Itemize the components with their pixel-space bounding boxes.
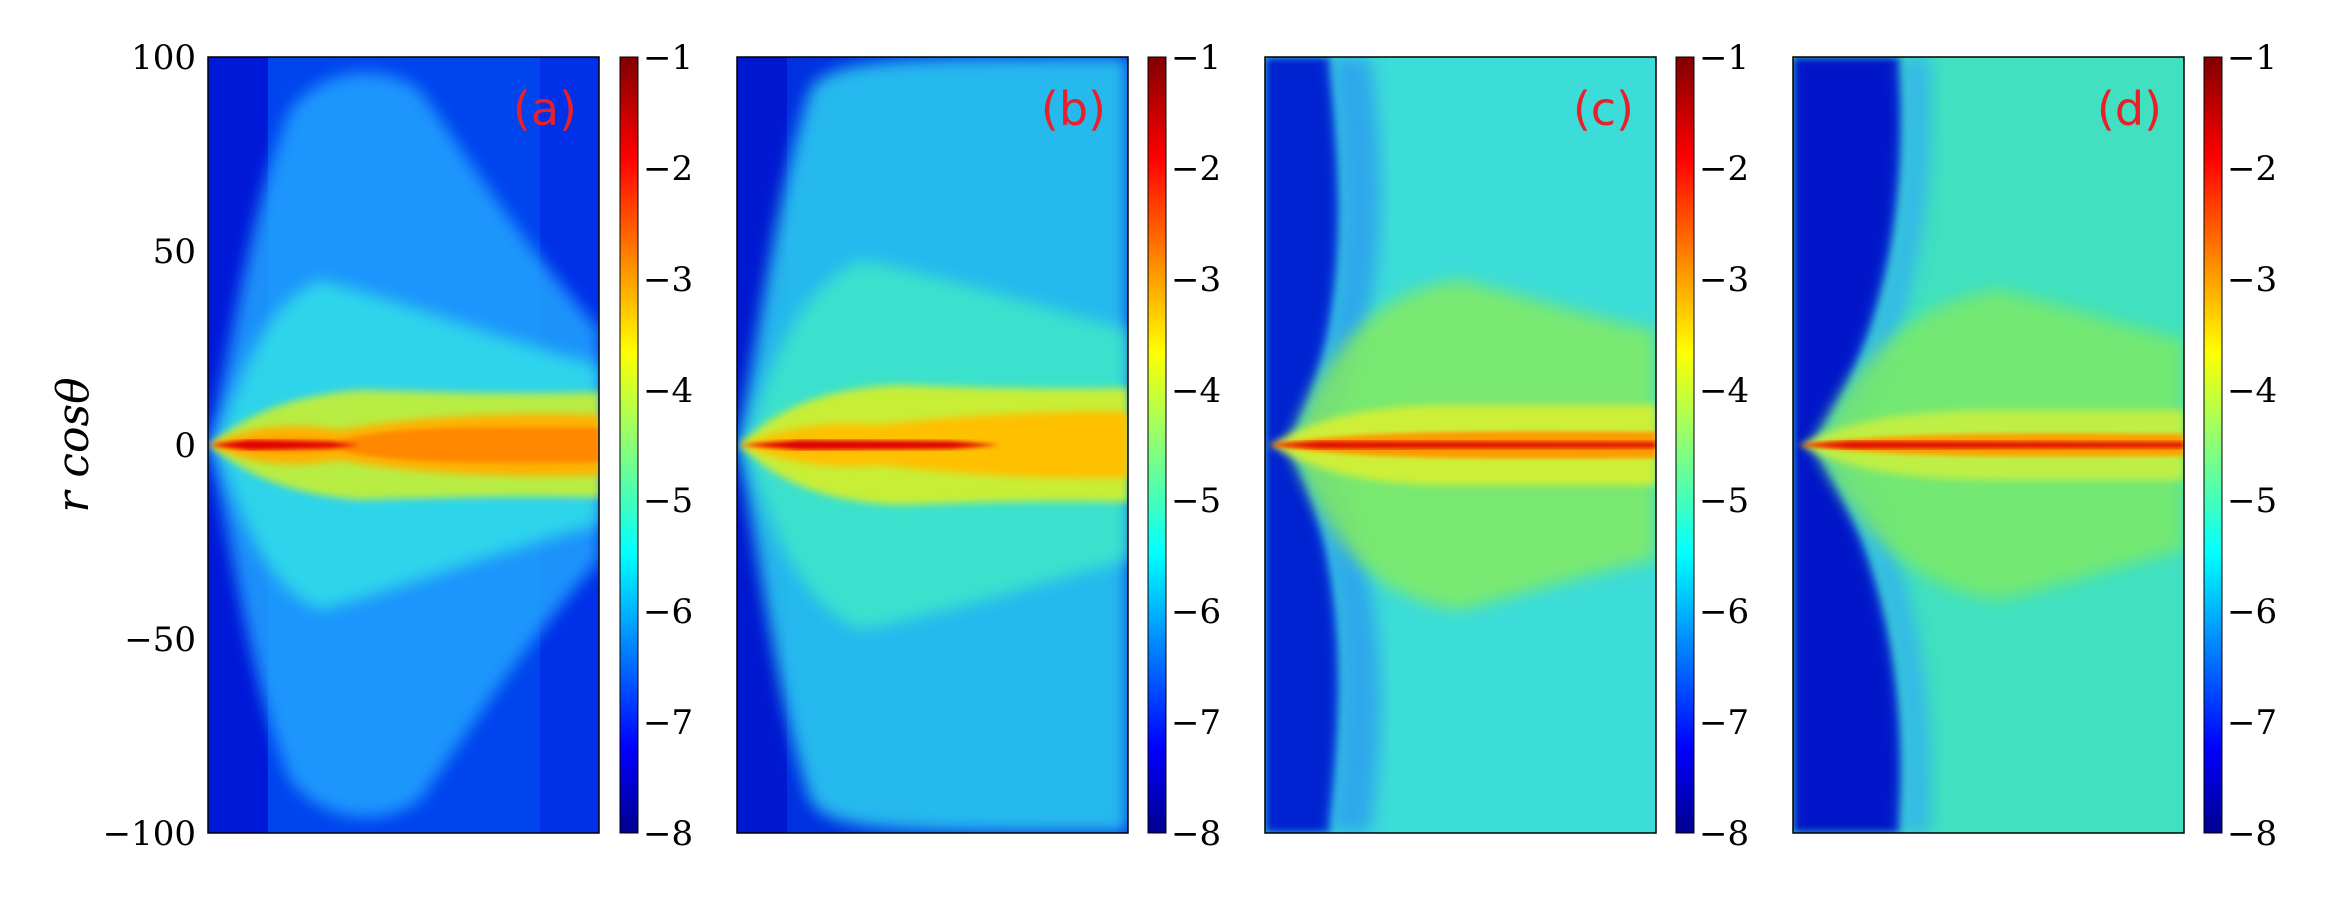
colorbar-tick-label: −3	[1171, 260, 1221, 300]
y-tick-label: −50	[124, 620, 196, 660]
panel-b: (b) −1 −2 −3 −4 −5 −6 −7 −8	[736, 38, 1221, 854]
colorbar-a	[619, 56, 639, 834]
colorbar-tick-label: −2	[1171, 149, 1221, 189]
colorbar-tick-label: −2	[2227, 149, 2277, 189]
panel-d-frame	[1792, 56, 2185, 834]
colorbar-tick-label: −3	[643, 260, 693, 300]
panel-d-heatmap	[1793, 57, 2184, 833]
colorbar-tick-label: −7	[1699, 703, 1749, 743]
panel-a-heatmap	[208, 57, 599, 833]
colorbar-tick-label: −6	[1699, 592, 1749, 632]
colorbar-tick-label: −2	[1699, 149, 1749, 189]
colorbar-tick-label: −1	[1171, 38, 1221, 78]
colorbar-b	[1147, 56, 1167, 834]
colorbar-tick-label: −6	[1171, 592, 1221, 632]
y-tick-label: 100	[131, 38, 196, 78]
colorbar-tick-label: −1	[1699, 38, 1749, 78]
colorbar-tick-label: −7	[1171, 703, 1221, 743]
colorbar-tick-label: −7	[643, 703, 693, 743]
colorbar-tick-label: −4	[1699, 371, 1749, 411]
colorbar-tick-label: −3	[1699, 260, 1749, 300]
colorbar-tick-label: −5	[1171, 481, 1221, 521]
panel-c-frame	[1264, 56, 1657, 834]
y-tick-label: −100	[103, 814, 196, 854]
colorbar-tick-label: −6	[2227, 592, 2277, 632]
colorbar-tick-label: −2	[643, 149, 693, 189]
colorbar-tick-label: −5	[643, 481, 693, 521]
panel-c-heatmap	[1265, 57, 1656, 833]
colorbar-a-ticks: −1 −2 −3 −4 −5 −6 −7 −8	[643, 38, 693, 854]
colorbar-tick-label: −7	[2227, 703, 2277, 743]
colorbar-c	[1675, 56, 1695, 834]
panel-c: (c) −1 −2 −3 −4 −5 −6 −7 −8	[1264, 38, 1749, 854]
y-tick-label: 0	[174, 426, 196, 466]
colorbar-d	[2203, 56, 2223, 834]
y-tick-label: 50	[153, 232, 196, 272]
colorbar-tick-label: −6	[643, 592, 693, 632]
colorbar-tick-label: −8	[2227, 814, 2277, 854]
colorbar-b-ticks: −1 −2 −3 −4 −5 −6 −7 −8	[1171, 38, 1221, 854]
panel-a-frame	[207, 56, 600, 834]
colorbar-tick-label: −8	[1699, 814, 1749, 854]
panel-b-label: (b)	[1041, 82, 1106, 136]
colorbar-tick-label: −4	[2227, 371, 2277, 411]
panel-c-label: (c)	[1573, 82, 1634, 136]
colorbar-tick-label: −8	[1171, 814, 1221, 854]
colorbar-tick-label: −4	[1171, 371, 1221, 411]
panel-d-label: (d)	[2097, 82, 2162, 136]
colorbar-d-ticks: −1 −2 −3 −4 −5 −6 −7 −8	[2227, 38, 2277, 854]
colorbar-tick-label: −1	[643, 38, 693, 78]
colorbar-tick-label: −5	[1699, 481, 1749, 521]
colorbar-tick-label: −1	[2227, 38, 2277, 78]
panel-a-label: (a)	[513, 82, 577, 136]
panel-b-heatmap	[737, 57, 1128, 833]
colorbar-tick-label: −4	[643, 371, 693, 411]
panel-b-frame	[736, 56, 1129, 834]
y-axis-label: r cosθ	[48, 377, 99, 512]
colorbar-tick-label: −8	[643, 814, 693, 854]
colorbar-tick-label: −5	[2227, 481, 2277, 521]
y-axis-ticks: 100 50 0 −50 −100	[103, 38, 196, 854]
colorbar-tick-label: −3	[2227, 260, 2277, 300]
panel-d: (d) −1 −2 −3 −4 −5 −6 −7 −8	[1792, 38, 2277, 854]
panel-a: (a) −1 −2 −3 −4 −5 −6 −7 −8	[207, 38, 693, 854]
colorbar-c-ticks: −1 −2 −3 −4 −5 −6 −7 −8	[1699, 38, 1749, 854]
